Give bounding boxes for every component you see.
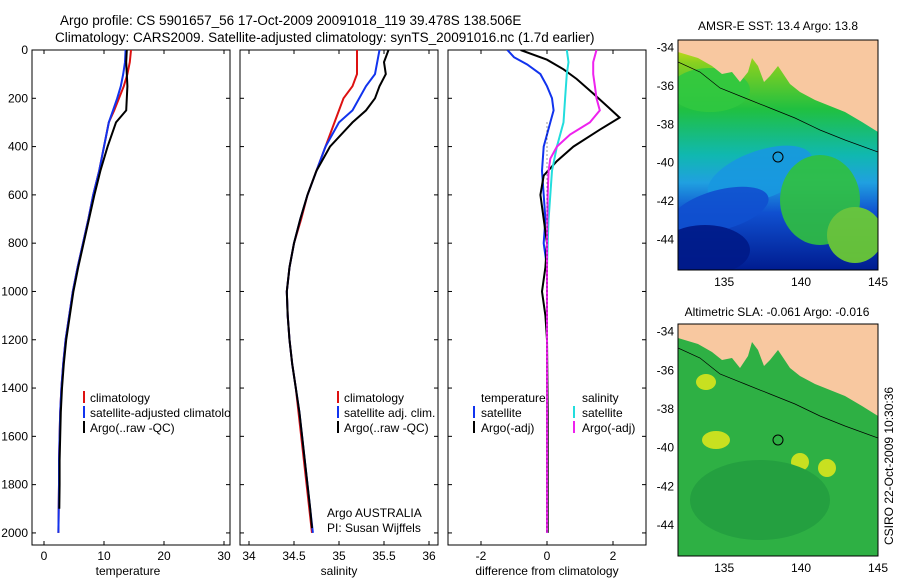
temperature-series-climatology [57, 50, 132, 533]
map-ytick-label: -40 [657, 156, 675, 170]
legend-group-temperature: temperature [481, 391, 546, 405]
depth-tick-label: 400 [8, 140, 28, 154]
header-line2: Climatology: CARS2009. Satellite-adjuste… [55, 30, 595, 45]
map-ytick-label: -36 [657, 363, 675, 377]
sst-shelf-contour [678, 61, 878, 153]
sla-argo-marker [772, 434, 784, 446]
depth-tick-label: 1200 [1, 333, 28, 347]
temperature-panel-frame [31, 49, 231, 546]
temperature-series-argo-raw-qc [58, 50, 129, 509]
sla-high [818, 459, 836, 477]
legend-group-salinity: salinity [582, 391, 619, 405]
sst-warm-patch [678, 68, 750, 112]
map-xtick-label: 145 [868, 561, 888, 575]
map-ytick-label: -42 [657, 479, 675, 493]
map-ytick-label: -42 [657, 194, 675, 208]
depth-tick-label: 200 [8, 91, 28, 105]
map-ytick-label: -38 [657, 402, 675, 416]
sla-land [678, 324, 878, 416]
salinity-legend: climatology satellite adj. clim. Argo(..… [337, 391, 435, 435]
sla-low [690, 460, 830, 540]
depth-tick-label: 600 [8, 188, 28, 202]
temperature-xtick-label: 20 [157, 549, 171, 563]
difference-xtick-label: 2 [610, 549, 617, 563]
map-xtick-label: 135 [714, 275, 734, 289]
sst-warm-patch [827, 207, 878, 263]
sla-high [702, 431, 730, 449]
argo-country-annotation: Argo AUSTRALIA [327, 506, 422, 520]
legend-label-temp-satellite: satellite [481, 406, 522, 420]
salinity-series-satellite-adj-clim [285, 50, 381, 534]
map-ytick-label: -34 [657, 325, 675, 339]
salinity-series-argo-raw-qc [285, 50, 390, 529]
salinity-xtick-label: 35.5 [372, 549, 396, 563]
argo-pi-annotation: PI: Susan Wijffels [327, 521, 421, 535]
legend-label-sal-argo: Argo(-adj) [582, 421, 635, 435]
sst-map-frame [677, 39, 879, 271]
map-xtick-label: 135 [714, 561, 734, 575]
legend-label-satellite: satellite-adjusted climatology [90, 406, 243, 420]
map-xtick-label: 140 [791, 275, 811, 289]
depth-tick-label: 0 [21, 43, 28, 57]
depth-tick-label: 1400 [1, 381, 28, 395]
depth-tick-label: 1600 [1, 429, 28, 443]
sst-cold-patch [678, 225, 750, 270]
depth-tick-label: 1800 [1, 478, 28, 492]
sst-land [678, 40, 878, 132]
sla-map [678, 324, 878, 556]
legend-label-climatology: climatology [90, 391, 150, 405]
legend-label-argo: Argo(..raw -QC) [90, 421, 175, 435]
difference-series-salinity-argo-adj [546, 50, 601, 533]
difference-xtick-label: -2 [476, 549, 487, 563]
temperature-xtick-label: 0 [41, 549, 48, 563]
sla-high [696, 374, 716, 390]
map-ytick-label: -34 [657, 41, 675, 55]
temperature-legend: climatology satellite-adjusted climatolo… [83, 391, 243, 435]
salinity-xtick-label: 34.5 [282, 549, 306, 563]
legend-label-argo: Argo(..raw -QC) [344, 421, 429, 435]
map-ytick-label: -36 [657, 79, 675, 93]
legend-label-temp-argo: Argo(-adj) [481, 421, 534, 435]
salinity-xlabel: salinity [321, 564, 358, 578]
salinity-xtick-label: 34 [242, 549, 256, 563]
difference-series-temperature-argo-adj [520, 50, 622, 533]
header-line1: Argo profile: CS 5901657_56 17-Oct-2009 … [60, 13, 521, 28]
depth-tick-label: 800 [8, 236, 28, 250]
depth-tick-label: 1000 [1, 284, 28, 298]
salinity-series-climatology [285, 50, 358, 534]
temperature-xlabel: temperature [96, 564, 161, 578]
sla-map-title: Altimetric SLA: -0.061 Argo: -0.016 [685, 305, 870, 319]
map-ytick-label: -44 [657, 518, 675, 532]
legend-label-sal-satellite: satellite [582, 406, 623, 420]
legend-label-climatology: climatology [344, 391, 404, 405]
difference-legend: temperature satellite Argo(-adj) salinit… [473, 391, 635, 435]
map-ytick-label: -38 [657, 117, 675, 131]
sla-shelf-contour [678, 347, 878, 439]
sst-map-title: AMSR-E SST: 13.4 Argo: 13.8 [698, 19, 858, 33]
map-xtick-label: 140 [791, 561, 811, 575]
sla-map-frame [677, 323, 879, 557]
map-ytick-label: -44 [657, 232, 675, 246]
sst-cool-patch [678, 186, 769, 234]
depth-tick-label: 2000 [1, 526, 28, 540]
sst-patches [678, 68, 878, 270]
legend-label-satellite: satellite adj. clim. [344, 406, 435, 420]
salinity-xtick-label: 35 [332, 549, 346, 563]
temperature-xtick-label: 10 [97, 549, 111, 563]
difference-xlabel: difference from climatology [475, 564, 618, 578]
series-layer [57, 50, 622, 534]
timestamp-label: CSIRO 22-Oct-2009 10:30:36 [882, 387, 896, 545]
salinity-xtick-label: 36 [422, 549, 436, 563]
map-ytick-label: -40 [657, 441, 675, 455]
sst-map [678, 40, 878, 270]
sst-argo-marker [772, 151, 784, 163]
difference-xtick-label: 0 [544, 549, 551, 563]
map-xtick-label: 145 [868, 275, 888, 289]
temperature-xtick-label: 30 [217, 549, 231, 563]
